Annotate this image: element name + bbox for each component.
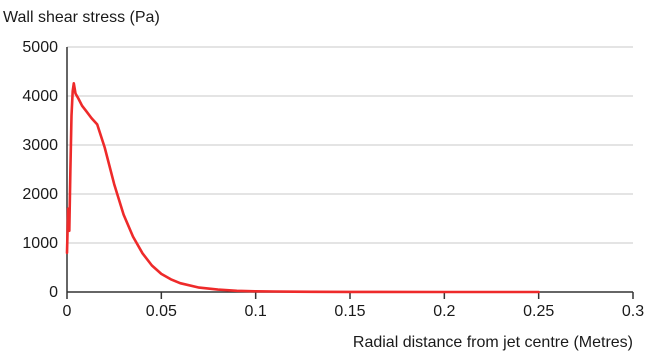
y-tick-label: 3000 — [22, 137, 58, 154]
x-tick-label: 0.1 — [245, 303, 267, 320]
y-tick-label: 2000 — [22, 186, 58, 203]
x-tick-label: 0.2 — [433, 303, 455, 320]
x-axis-title: Radial distance from jet centre (Metres) — [353, 334, 633, 351]
y-axis: 0 1000 2000 3000 4000 5000 — [22, 39, 58, 301]
y-tick-label: 5000 — [22, 39, 58, 56]
x-tick-label: 0.05 — [146, 303, 177, 320]
y-tick-label: 0 — [49, 284, 58, 301]
x-tick-label: 0 — [63, 303, 72, 320]
y-axis-title: Wall shear stress (Pa) — [3, 9, 160, 26]
x-tick-label: 0.25 — [523, 303, 554, 320]
x-axis: 0 0.05 0.1 0.15 0.2 0.25 0.3 — [63, 292, 644, 320]
x-tick-label: 0.15 — [334, 303, 365, 320]
series-line — [65, 82, 541, 294]
y-tick-label: 4000 — [22, 88, 58, 105]
x-tick-label: 0.3 — [622, 303, 644, 320]
y-tick-label: 1000 — [22, 235, 58, 252]
gridlines — [67, 46, 633, 244]
